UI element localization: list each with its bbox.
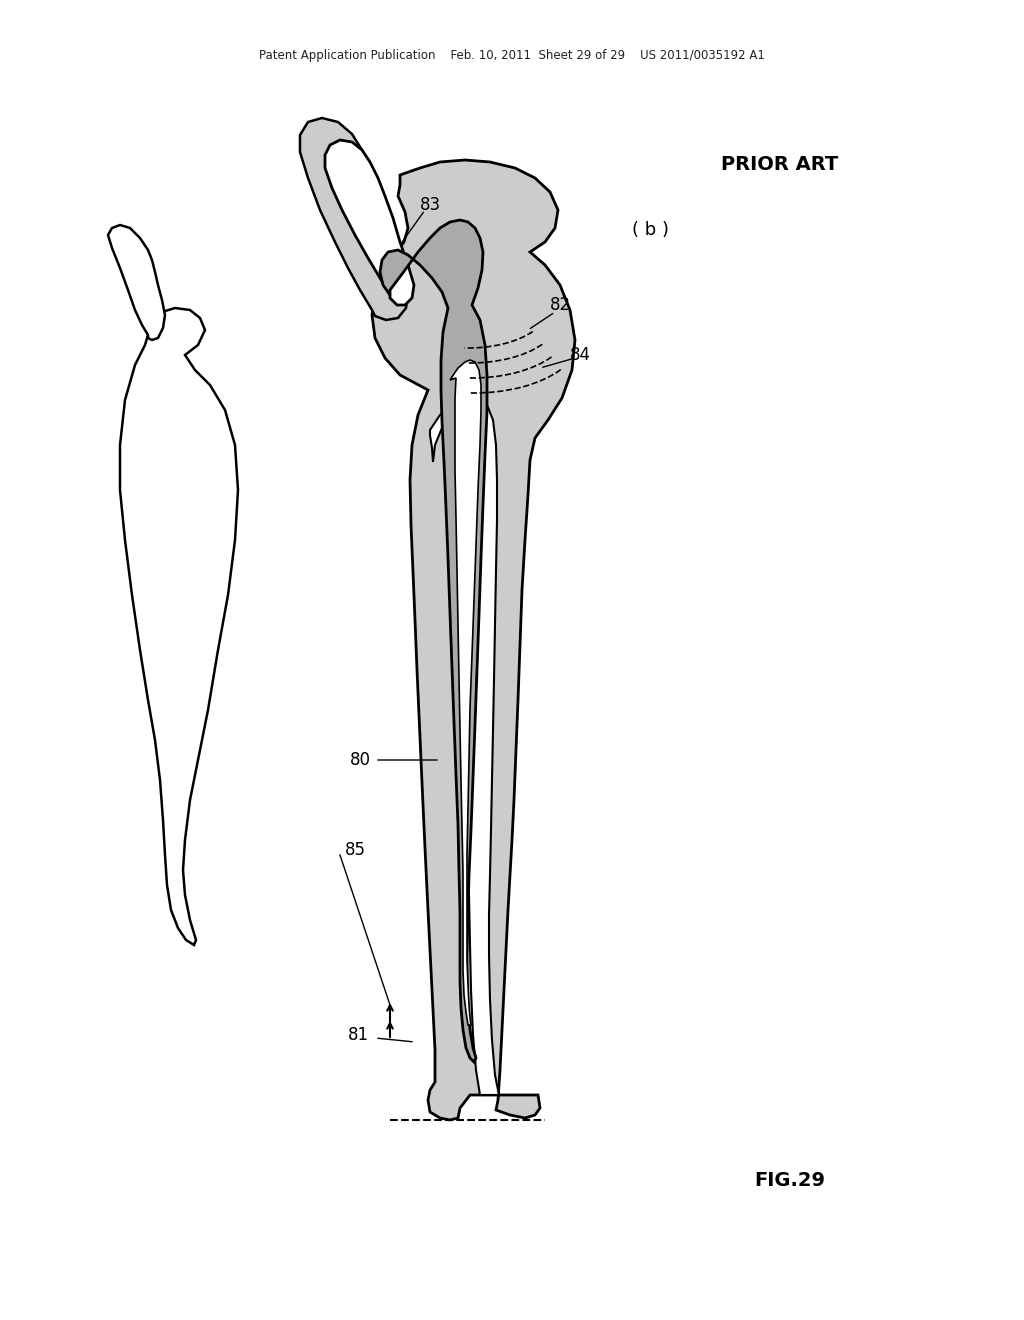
Text: FIG.29: FIG.29	[755, 1171, 825, 1189]
Text: PRIOR ART: PRIOR ART	[721, 156, 839, 174]
Polygon shape	[430, 393, 499, 1096]
Text: ( b ): ( b )	[632, 220, 669, 239]
Text: 80: 80	[349, 751, 371, 770]
Text: 84: 84	[569, 346, 591, 364]
Text: Patent Application Publication    Feb. 10, 2011  Sheet 29 of 29    US 2011/00351: Patent Application Publication Feb. 10, …	[259, 49, 765, 62]
Text: ( a ): ( a )	[177, 421, 213, 440]
Polygon shape	[325, 140, 414, 305]
Polygon shape	[300, 117, 408, 319]
Polygon shape	[108, 224, 165, 341]
Text: 82: 82	[550, 296, 570, 314]
Polygon shape	[120, 308, 238, 945]
Polygon shape	[380, 220, 487, 1063]
Polygon shape	[450, 360, 481, 1026]
Text: 85: 85	[344, 841, 366, 859]
Polygon shape	[372, 160, 575, 1119]
Text: 81: 81	[347, 1026, 369, 1044]
Text: 83: 83	[420, 195, 440, 214]
